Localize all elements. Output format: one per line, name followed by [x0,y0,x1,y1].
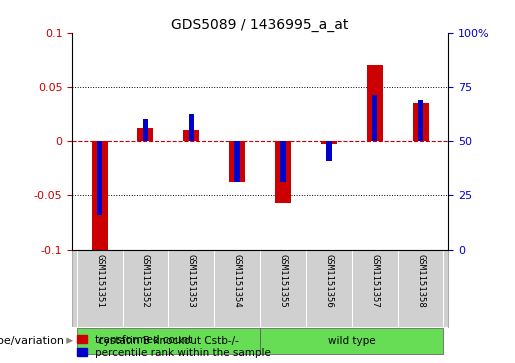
Text: GSM1151355: GSM1151355 [279,253,287,307]
Text: GSM1151351: GSM1151351 [95,253,104,307]
Bar [418,100,423,141]
Text: genotype/variation: genotype/variation [0,336,64,346]
Bar [326,141,332,161]
Text: GSM1151356: GSM1151356 [324,253,333,307]
Text: GSM1151352: GSM1151352 [141,253,150,307]
Bar [77,250,123,327]
Bar [367,65,383,141]
Bar [77,328,260,354]
Bar [321,141,337,144]
Bar [260,328,443,354]
Bar [214,250,260,327]
Bar [280,141,286,182]
Text: wild type: wild type [328,336,375,346]
Bar [183,130,199,141]
Bar [123,250,168,327]
Title: GDS5089 / 1436995_a_at: GDS5089 / 1436995_a_at [171,18,349,32]
Bar [306,250,352,327]
Legend: transformed count, percentile rank within the sample: transformed count, percentile rank withi… [77,335,271,358]
Bar [372,94,377,141]
Bar [138,128,153,141]
Bar [275,141,291,203]
Bar [229,141,245,182]
Bar [97,141,102,215]
Bar [413,103,428,141]
Bar [188,114,194,141]
Bar [92,141,108,250]
Bar [352,250,398,327]
Bar [234,141,240,182]
Bar [143,119,148,141]
Text: cystatin B knockout Cstb-/-: cystatin B knockout Cstb-/- [98,336,239,346]
Bar [168,250,214,327]
Text: GSM1151354: GSM1151354 [233,253,242,307]
Text: GSM1151358: GSM1151358 [416,253,425,307]
Bar [398,250,443,327]
Text: GSM1151357: GSM1151357 [370,253,379,307]
Text: GSM1151353: GSM1151353 [187,253,196,307]
Bar [260,250,306,327]
